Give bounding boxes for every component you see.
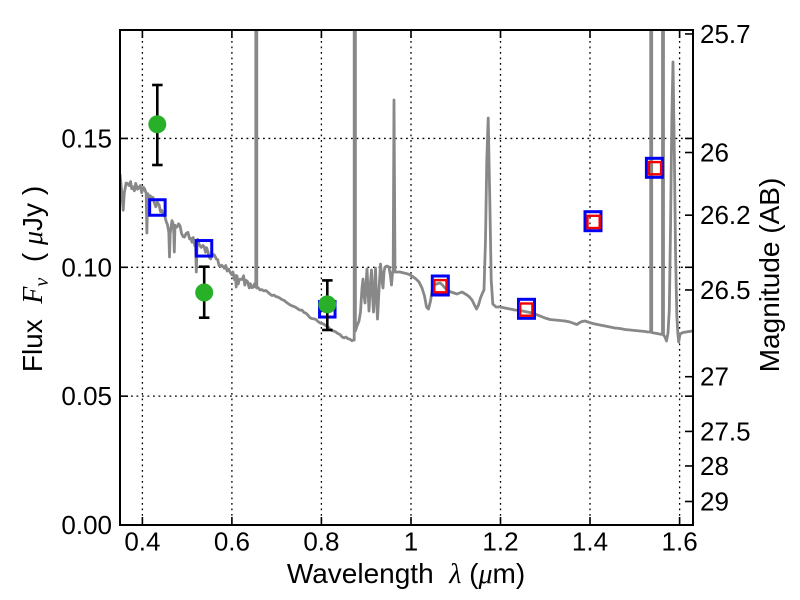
svg-text:26: 26 bbox=[700, 138, 729, 168]
svg-text:27.5: 27.5 bbox=[700, 416, 751, 446]
svg-text:0.00: 0.00 bbox=[61, 510, 112, 540]
svg-text:0.05: 0.05 bbox=[61, 381, 112, 411]
svg-text:0.10: 0.10 bbox=[61, 252, 112, 282]
svg-text:0.4: 0.4 bbox=[124, 527, 160, 557]
svg-text:0.15: 0.15 bbox=[61, 123, 112, 153]
svg-text:26.5: 26.5 bbox=[700, 275, 751, 305]
svg-text:29: 29 bbox=[700, 487, 729, 517]
svg-text:0.6: 0.6 bbox=[214, 527, 250, 557]
svg-text:1.6: 1.6 bbox=[662, 527, 698, 557]
svg-text:27: 27 bbox=[700, 362, 729, 392]
svg-text:1.4: 1.4 bbox=[572, 527, 608, 557]
svg-text:25.7: 25.7 bbox=[700, 19, 751, 49]
svg-text:26.2: 26.2 bbox=[700, 200, 751, 230]
svg-text:1: 1 bbox=[404, 527, 418, 557]
svg-text:0.8: 0.8 bbox=[303, 527, 339, 557]
svg-text:Wavelength λ (μm): Wavelength λ (μm) bbox=[287, 558, 525, 590]
svg-text:Magnitude (AB): Magnitude (AB) bbox=[754, 178, 785, 373]
svg-text:28: 28 bbox=[700, 451, 729, 481]
svg-text:1.2: 1.2 bbox=[482, 527, 518, 557]
